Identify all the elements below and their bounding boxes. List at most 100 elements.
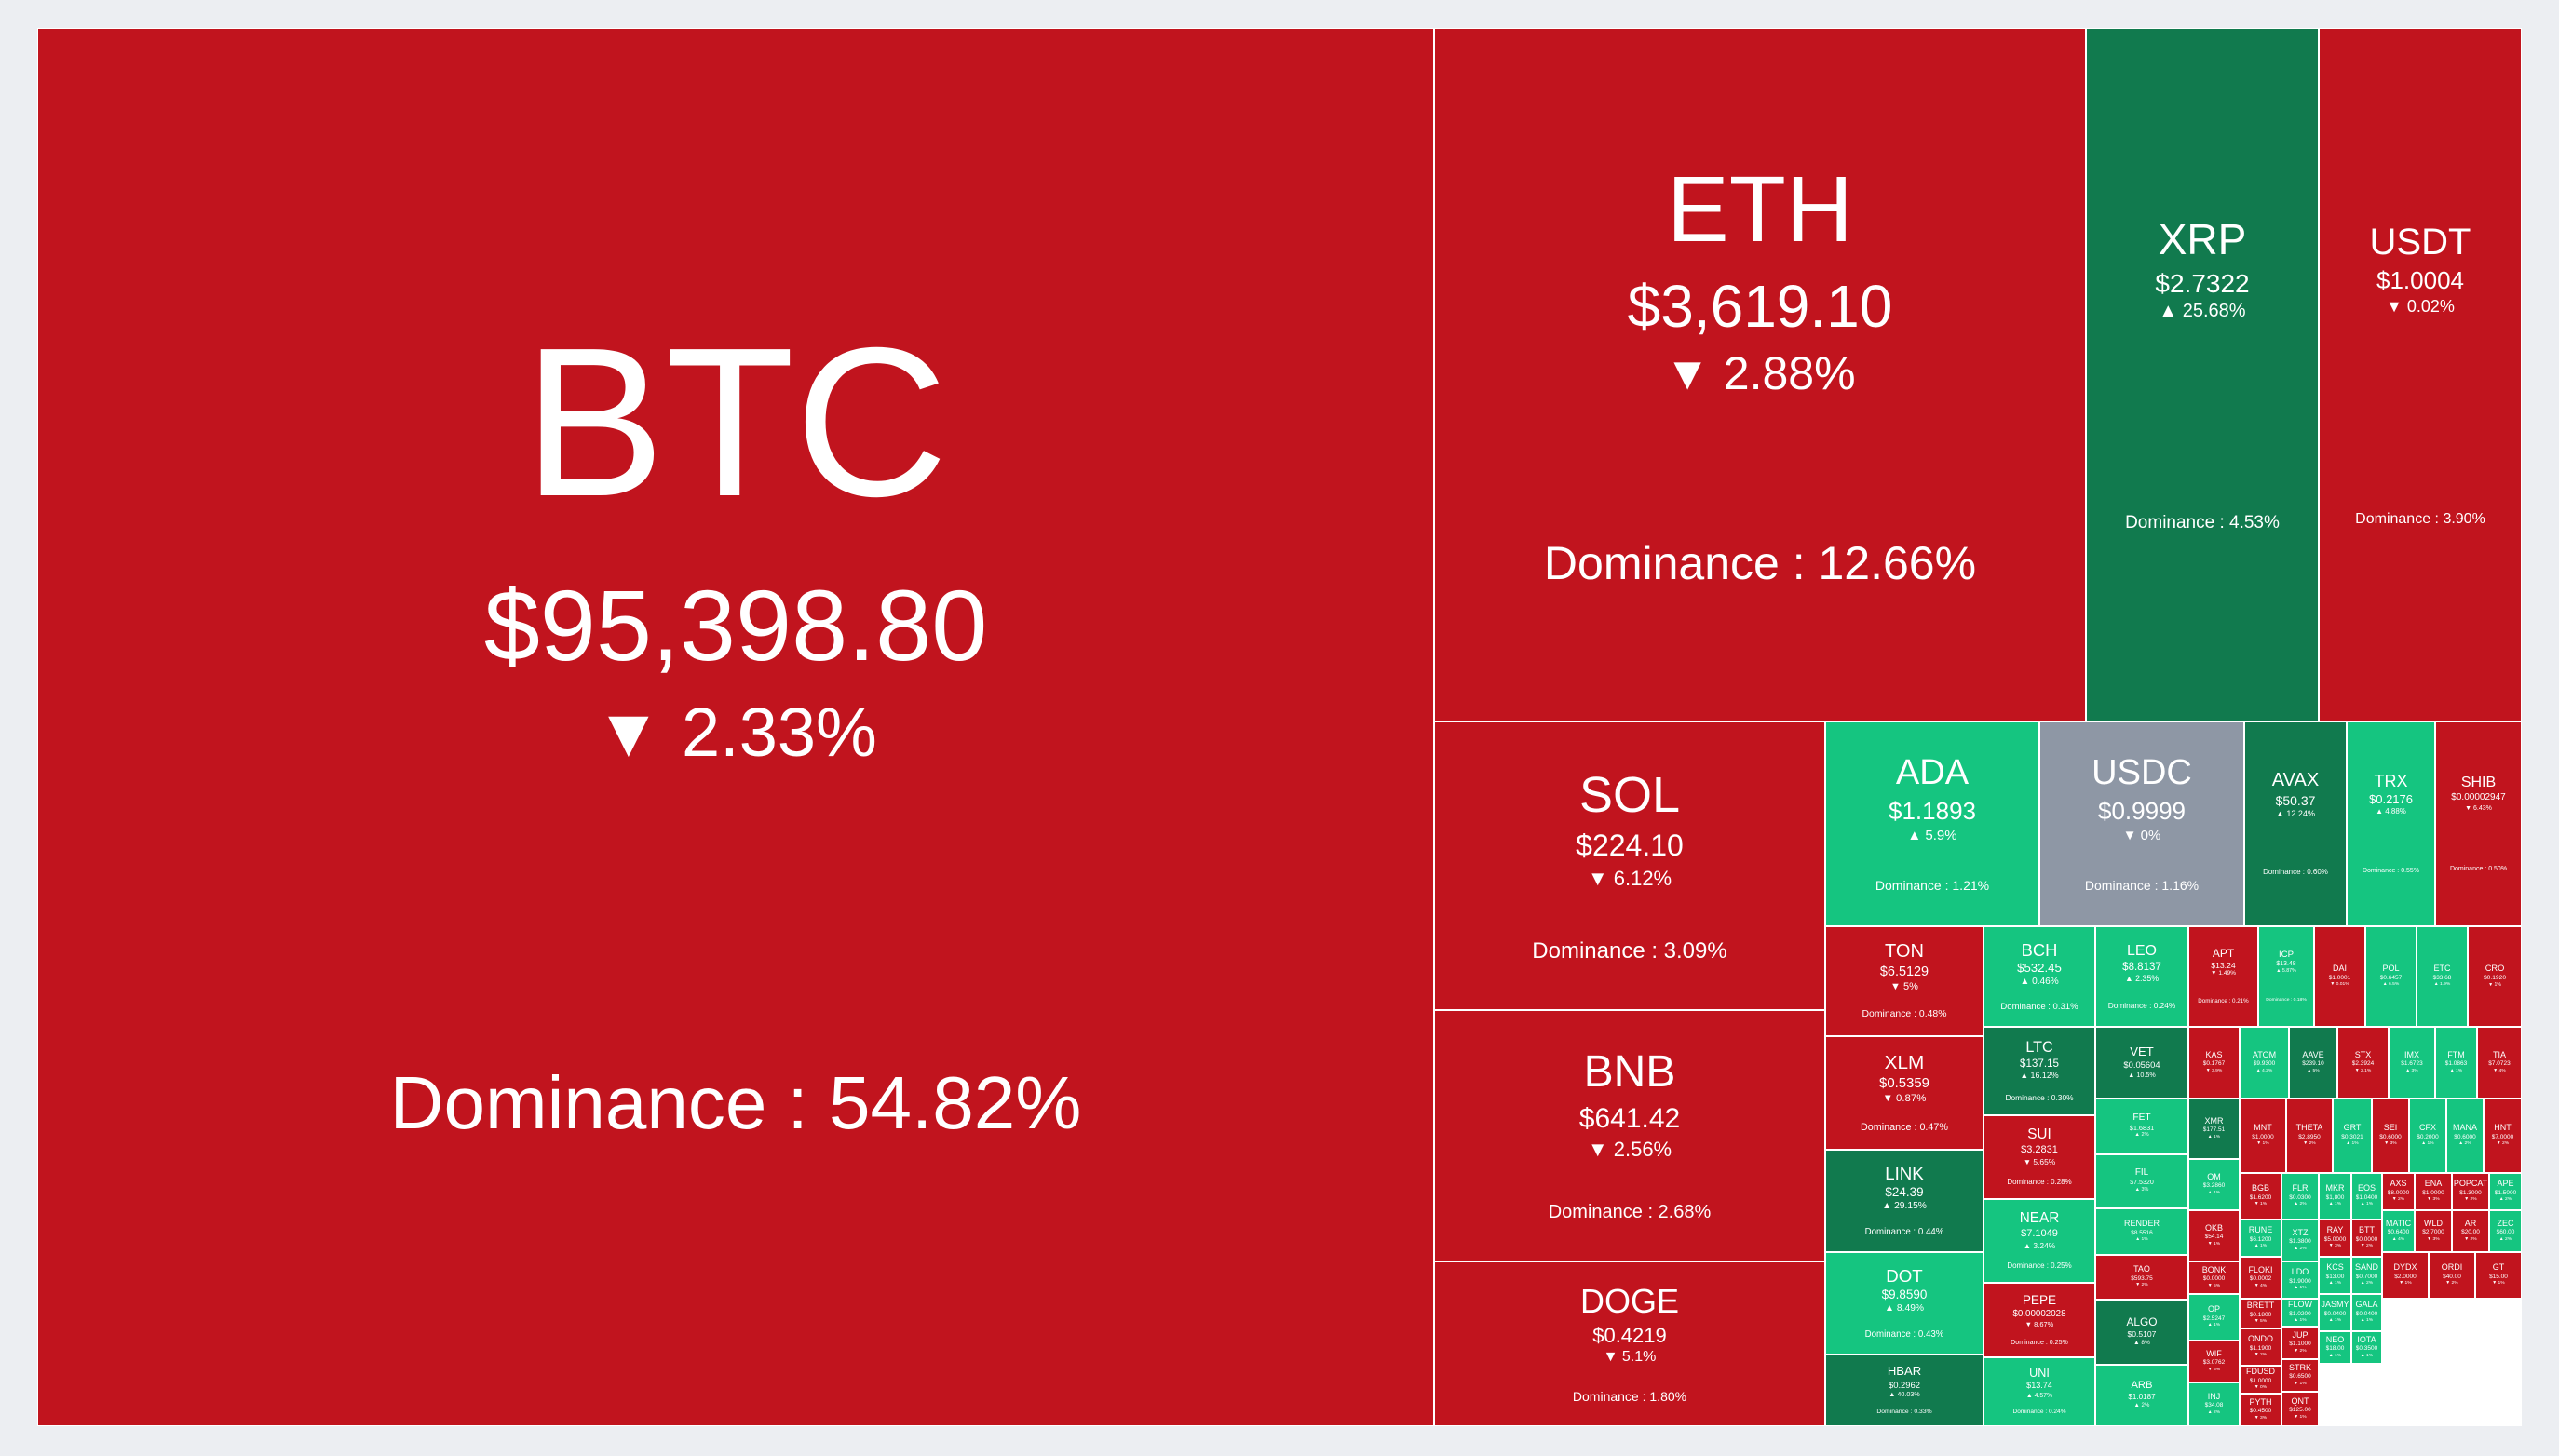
- tile-ldo[interactable]: LDO $1.9000 ▲ 1%: [2281, 1261, 2319, 1299]
- tile-axs[interactable]: AXS $8.0000 ▼ 2%: [2382, 1173, 2415, 1210]
- tile-stx[interactable]: STX $2.3924 ▼ 2.1%: [2337, 1027, 2389, 1099]
- tile-grt[interactable]: GRT $0.3021 ▲ 1%: [2333, 1099, 2372, 1173]
- tile-ape[interactable]: APE $1.5000 ▲ 2%: [2489, 1173, 2522, 1210]
- tile-xrp[interactable]: XRP $2.7322 ▲ 25.68% Dominance : 4.53%: [2086, 28, 2319, 721]
- tile-symbol: RAY: [2326, 1225, 2344, 1235]
- tile-mnt[interactable]: MNT $1.0000 ▼ 1%: [2240, 1099, 2286, 1173]
- tile-xtz[interactable]: XTZ $1.3800 ▲ 2%: [2281, 1220, 2319, 1261]
- tile-mkr[interactable]: MKR $1,800 ▲ 1%: [2319, 1173, 2351, 1220]
- tile-ton[interactable]: TON $6.5129 ▼ 5% Dominance : 0.48%: [1825, 926, 1984, 1036]
- tile-pol[interactable]: POL $0.6457 ▲ 6.5%: [2365, 926, 2417, 1027]
- tile-fdusd[interactable]: FDUSD $1.0000 ▼ 0%: [2240, 1366, 2281, 1394]
- tile-ordi[interactable]: ORDI $40.00 ▼ 2%: [2429, 1252, 2475, 1299]
- tile-flow[interactable]: FLOW $1.0200 ▲ 1%: [2281, 1299, 2319, 1327]
- tile-imx[interactable]: IMX $1.6723 ▲ 3%: [2389, 1027, 2435, 1099]
- tile-xlm[interactable]: XLM $0.5359 ▼ 0.87% Dominance : 0.47%: [1825, 1036, 1984, 1150]
- tile-fet[interactable]: FET $1.6831 ▲ 2%: [2095, 1099, 2188, 1154]
- tile-ftm[interactable]: FTM $1.0863 ▲ 1%: [2435, 1027, 2477, 1099]
- tile-fil[interactable]: FIL $7.5320 ▲ 3%: [2095, 1154, 2188, 1208]
- tile-inj[interactable]: INJ $34.08 ▲ 2%: [2188, 1382, 2240, 1426]
- tile-flr[interactable]: FLR $0.0300 ▲ 2%: [2281, 1173, 2319, 1220]
- tile-vet[interactable]: VET $0.05604 ▲ 10.5%: [2095, 1027, 2188, 1099]
- tile-sui[interactable]: SUI $3.2831 ▼ 5.65% Dominance : 0.28%: [1984, 1115, 2095, 1199]
- tile-dot[interactable]: DOT $9.8590 ▲ 8.49% Dominance : 0.43%: [1825, 1252, 1984, 1355]
- tile-mana[interactable]: MANA $0.6000 ▲ 2%: [2446, 1099, 2484, 1173]
- tile-kas[interactable]: KAS $0.1767 ▼ 3.9%: [2188, 1027, 2240, 1099]
- tile-matic[interactable]: MATIC $0.6400 ▲ 4%: [2382, 1210, 2415, 1252]
- tile-rune[interactable]: RUNE $6.1200 ▲ 1%: [2240, 1220, 2281, 1257]
- tile-dai[interactable]: DAI $1.0001 ▼ 0.01%: [2314, 926, 2365, 1027]
- tile-btt[interactable]: BTT $0.0000 ▼ 2%: [2351, 1220, 2382, 1257]
- tile-usdc[interactable]: USDC $0.9999 ▼ 0% Dominance : 1.16%: [2039, 721, 2244, 926]
- tile-hbar[interactable]: HBAR $0.2962 ▲ 40.03% Dominance : 0.33%: [1825, 1355, 1984, 1426]
- tile-eos[interactable]: EOS $1.0400 ▲ 1%: [2351, 1173, 2382, 1220]
- tile-om[interactable]: OM $3.2860 ▲ 1%: [2188, 1159, 2240, 1210]
- tile-ar[interactable]: AR $20.00 ▼ 2%: [2452, 1210, 2489, 1252]
- tile-link[interactable]: LINK $24.39 ▲ 29.15% Dominance : 0.44%: [1825, 1150, 1984, 1252]
- tile-aave[interactable]: AAVE $239.10 ▲ 5%: [2289, 1027, 2337, 1099]
- tile-iota[interactable]: IOTA $0.3500 ▲ 1%: [2351, 1331, 2382, 1364]
- tile-wif[interactable]: WIF $3.0762 ▼ 6%: [2188, 1341, 2240, 1382]
- tile-ray[interactable]: RAY $5.0000 ▼ 3%: [2319, 1220, 2351, 1257]
- tile-price: $1.0001: [2328, 974, 2351, 981]
- tile-okb[interactable]: OKB $54.14 ▼ 1%: [2188, 1210, 2240, 1261]
- tile-symbol: DOGE: [1579, 1282, 1679, 1321]
- tile-icp[interactable]: ICP $13.48 ▲ 5.87% Dominance : 0.18%: [2258, 926, 2314, 1027]
- tile-btc[interactable]: BTC $95,398.80 ▼ 2.33% Dominance : 54.82%: [37, 28, 1434, 1426]
- tile-xmr[interactable]: XMR $177.51 ▲ 1%: [2188, 1099, 2240, 1159]
- tile-ena[interactable]: ENA $1.0000 ▼ 3%: [2415, 1173, 2452, 1210]
- tile-change: ▼ 1%: [2254, 1202, 2268, 1207]
- tile-atom[interactable]: ATOM $9.9300 ▲ 4.2%: [2240, 1027, 2289, 1099]
- tile-sand[interactable]: SAND $0.7000 ▲ 2%: [2351, 1257, 2382, 1294]
- tile-jup[interactable]: JUP $1.1000 ▼ 2%: [2281, 1327, 2319, 1359]
- tile-wld[interactable]: WLD $2.7000 ▼ 3%: [2415, 1210, 2452, 1252]
- tile-kcs[interactable]: KCS $13.00 ▲ 1%: [2319, 1257, 2351, 1294]
- tile-gt[interactable]: GT $15.00 ▼ 1%: [2475, 1252, 2522, 1299]
- tile-algo[interactable]: ALGO $0.5107 ▲ 8%: [2095, 1300, 2188, 1365]
- tile-ondo[interactable]: ONDO $1.1900 ▼ 2%: [2240, 1328, 2281, 1366]
- tile-near[interactable]: NEAR $7.1049 ▲ 3.24% Dominance : 0.25%: [1984, 1199, 2095, 1283]
- tile-popcat[interactable]: POPCAT $1.3000 ▼ 2%: [2452, 1173, 2489, 1210]
- tile-tia[interactable]: TIA $7.0723 ▼ 4%: [2477, 1027, 2522, 1099]
- tile-strk[interactable]: STRK $0.6500 ▼ 1%: [2281, 1359, 2319, 1392]
- tile-op[interactable]: OP $2.5247 ▲ 1%: [2188, 1294, 2240, 1341]
- tile-bgb[interactable]: BGB $1.6200 ▼ 1%: [2240, 1173, 2281, 1220]
- tile-bnb[interactable]: BNB $641.42 ▼ 2.56% Dominance : 2.68%: [1434, 1010, 1825, 1261]
- tile-bonk[interactable]: BONK $0.0000 ▼ 5%: [2188, 1261, 2240, 1294]
- tile-gala[interactable]: GALA $0.0400 ▲ 1%: [2351, 1294, 2382, 1331]
- tile-render[interactable]: RENDER $8.5516 ▲ 1%: [2095, 1208, 2188, 1255]
- tile-pepe[interactable]: PEPE $0.00002028 ▼ 8.67% Dominance : 0.25%: [1984, 1283, 2095, 1357]
- tile-tao[interactable]: TAO $593.75 ▼ 2%: [2095, 1255, 2188, 1300]
- tile-ltc[interactable]: LTC $137.15 ▲ 16.12% Dominance : 0.30%: [1984, 1027, 2095, 1115]
- tile-bch[interactable]: BCH $532.45 ▲ 0.46% Dominance : 0.31%: [1984, 926, 2095, 1027]
- tile-leo[interactable]: LEO $8.8137 ▲ 2.35% Dominance : 0.24%: [2095, 926, 2188, 1027]
- tile-hnt[interactable]: HNT $7.0000 ▼ 2%: [2484, 1099, 2522, 1173]
- tile-qnt[interactable]: QNT $125.00 ▼ 1%: [2281, 1392, 2319, 1426]
- tile-symbol: CRO: [2485, 964, 2505, 974]
- tile-usdt[interactable]: USDT $1.0004 ▼ 0.02% Dominance : 3.90%: [2319, 28, 2522, 721]
- tile-apt[interactable]: APT $13.24 ▼ 1.49% Dominance : 0.21%: [2188, 926, 2258, 1027]
- tile-shib[interactable]: SHIB $0.00002947 ▼ 6.43% Dominance : 0.50%: [2435, 721, 2522, 926]
- tile-neo[interactable]: NEO $18.00 ▲ 1%: [2319, 1331, 2351, 1364]
- tile-cfx[interactable]: CFX $0.2000 ▲ 1%: [2409, 1099, 2446, 1173]
- tile-pyth[interactable]: PYTH $0.4500 ▼ 3%: [2240, 1394, 2281, 1426]
- tile-floki[interactable]: FLOKI $0.0002 ▼ 4%: [2240, 1257, 2281, 1299]
- tile-avax[interactable]: AVAX $50.37 ▲ 12.24% Dominance : 0.60%: [2244, 721, 2347, 926]
- tile-ada[interactable]: ADA $1.1893 ▲ 5.9% Dominance : 1.21%: [1825, 721, 2039, 926]
- tile-symbol: DOT: [1886, 1266, 1923, 1287]
- tile-dydx[interactable]: DYDX $2.0000 ▼ 1%: [2382, 1252, 2429, 1299]
- tile-sol[interactable]: SOL $224.10 ▼ 6.12% Dominance : 3.09%: [1434, 721, 1825, 1010]
- tile-price: $0.2962: [1888, 1379, 1920, 1390]
- tile-trx[interactable]: TRX $0.2176 ▲ 4.88% Dominance : 0.55%: [2347, 721, 2435, 926]
- tile-eth[interactable]: ETH $3,619.10 ▼ 2.88% Dominance : 12.66%: [1434, 28, 2086, 721]
- tile-sei[interactable]: SEI $0.6000 ▼ 3%: [2372, 1099, 2409, 1173]
- tile-zec[interactable]: ZEC $60.00 ▲ 2%: [2489, 1210, 2522, 1252]
- tile-uni[interactable]: UNI $13.74 ▲ 4.57% Dominance : 0.24%: [1984, 1357, 2095, 1426]
- tile-cro[interactable]: CRO $0.1920 ▼ 1%: [2468, 926, 2522, 1027]
- tile-theta[interactable]: THETA $2.8950 ▼ 2%: [2286, 1099, 2333, 1173]
- tile-doge[interactable]: DOGE $0.4219 ▼ 5.1% Dominance : 1.80%: [1434, 1261, 1825, 1426]
- tile-jasmy[interactable]: JASMY $0.0400 ▲ 1%: [2319, 1294, 2351, 1331]
- tile-brett[interactable]: BRETT $0.1800 ▼ 5%: [2240, 1299, 2281, 1328]
- tile-etc[interactable]: ETC $33.68 ▲ 1.9%: [2417, 926, 2468, 1027]
- tile-arb[interactable]: ARB $1.0187 ▲ 2%: [2095, 1365, 2188, 1426]
